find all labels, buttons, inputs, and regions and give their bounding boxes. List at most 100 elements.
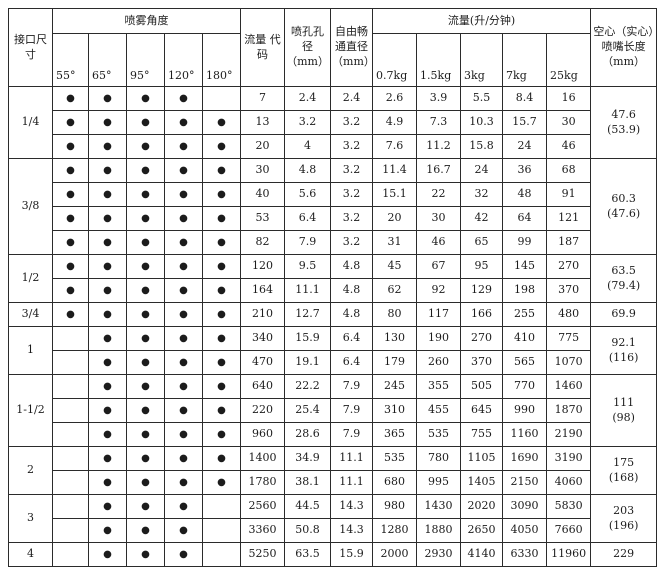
orifice-cell: 6.4	[284, 206, 332, 231]
angle-dot-cell: ●	[126, 350, 165, 375]
code-cell: 120	[240, 254, 286, 279]
flow-cell: 2150	[502, 470, 548, 495]
flow-cell: 565	[502, 350, 548, 375]
angle-dot-cell	[52, 470, 89, 495]
angle-dot-cell: ●	[126, 182, 165, 207]
flow-cell: 42	[460, 206, 504, 231]
orifice-cell: 4.8	[284, 158, 332, 183]
angle-dot-cell: ●	[201, 230, 242, 255]
angle-dot-cell: ●	[88, 518, 127, 543]
angle-dot-cell: ●	[88, 542, 127, 567]
angle-dot-cell: ●	[52, 230, 89, 255]
size-cell: 3	[8, 494, 53, 543]
angle-dot-cell: ●	[201, 302, 242, 327]
flow-cell: 10.3	[460, 110, 504, 135]
flow-cell: 2190	[546, 422, 592, 447]
flow-cell: 20	[372, 206, 418, 231]
flow-cell: 355	[416, 374, 462, 399]
table-header: 接口尺寸 喷雾角度 流量 代码 喷孔孔径（mm） 自由畅通直径（mm） 流量(升…	[8, 8, 658, 87]
table-row: 3 ● ● ● 2560 44.5 14.3 980 1430 2020 3090 5830 203 (…	[8, 494, 658, 543]
free-passage-cell: 3.2	[330, 110, 374, 135]
angle-dot-cell: ●	[52, 110, 89, 135]
orifice-cell: 7.9	[284, 230, 332, 255]
flow-cell: 4050	[502, 518, 548, 543]
angle-dot-cell: ●	[52, 134, 89, 159]
flow-cell: 198	[502, 278, 548, 303]
angle-dot-cell: ●	[126, 446, 165, 471]
flow-cell: 990	[502, 398, 548, 423]
flow-cell: 95	[460, 254, 504, 279]
flow-cell: 245	[372, 374, 418, 399]
length-cell: 63.5 (79.4)	[590, 254, 658, 303]
angle-dot-cell: ●	[201, 326, 242, 351]
angle-dot-cell: ●	[164, 374, 203, 399]
free-passage-cell: 11.1	[330, 470, 374, 495]
angle-dot-cell: ●	[164, 422, 203, 447]
orifice-cell: 38.1	[284, 470, 332, 495]
flow-cell: 92	[416, 278, 462, 303]
angle-dot-cell: ●	[88, 278, 127, 303]
flow-cell: 22	[416, 182, 462, 207]
angle-dot-cell: ●	[126, 278, 165, 303]
pressure-label: 3kg	[460, 33, 504, 87]
flow-cell: 310	[372, 398, 418, 423]
code-cell: 7	[240, 86, 286, 111]
table-row: ● ● ● ● ● 164 11.1 4.8 62 92 129 198 370	[9, 278, 657, 303]
flow-cell: 48	[502, 182, 548, 207]
angle-dot-cell: ●	[88, 374, 127, 399]
code-cell: 340	[240, 326, 286, 351]
orifice-cell: 28.6	[284, 422, 332, 447]
length-cell: 47.6 (53.9)	[590, 86, 658, 159]
angle-dot-cell: ●	[126, 230, 165, 255]
angle-dot-cell: ●	[126, 206, 165, 231]
angle-dot-cell: ●	[201, 470, 242, 495]
flow-cell: 755	[460, 422, 504, 447]
flow-cell: 16	[546, 86, 592, 111]
flow-cell: 480	[546, 302, 592, 327]
angle-dot-cell	[52, 326, 89, 351]
angle-dot-cell: ●	[164, 494, 203, 519]
angle-dot-cell: ●	[201, 422, 242, 447]
angle-dot-cell: ●	[201, 158, 242, 183]
flow-cell: 7660	[546, 518, 592, 543]
angle-dot-cell: ●	[88, 446, 127, 471]
flow-cell: 45	[372, 254, 418, 279]
flow-cell: 15.8	[460, 134, 504, 159]
free-passage-cell: 6.4	[330, 350, 374, 375]
free-passage-cell: 7.9	[330, 398, 374, 423]
angle-dot-cell: ●	[88, 182, 127, 207]
size-cell: 1-1/2	[8, 374, 53, 447]
flow-cell: 270	[546, 254, 592, 279]
code-cell: 20	[240, 134, 286, 159]
code-cell: 1780	[240, 470, 286, 495]
flow-cell: 680	[372, 470, 418, 495]
code-cell: 640	[240, 374, 286, 399]
flow-cell: 535	[372, 446, 418, 471]
flow-cell: 365	[372, 422, 418, 447]
angle-dot-cell: ●	[201, 182, 242, 207]
flow-cell: 15.7	[502, 110, 548, 135]
orifice-cell: 63.5	[284, 542, 332, 567]
flow-cell: 179	[372, 350, 418, 375]
flow-cell: 64	[502, 206, 548, 231]
flow-cell: 7.6	[372, 134, 418, 159]
flow-cell: 46	[416, 230, 462, 255]
flow-cell: 2930	[416, 542, 462, 567]
flow-cell: 24	[502, 134, 548, 159]
angle-label: 55°	[52, 33, 89, 87]
flow-cell: 5.5	[460, 86, 504, 111]
flow-cell: 270	[460, 326, 504, 351]
orifice-cell: 44.5	[284, 494, 332, 519]
angle-dot-cell: ●	[52, 302, 89, 327]
angle-dot-cell	[201, 86, 242, 111]
flow-cell: 31	[372, 230, 418, 255]
table-row: 1/4 ● ● ● ● 7 2.4 2.4 2.6 3.9 5.5 8.4 16 47.6 (53.9)	[8, 86, 658, 159]
flow-cell: 166	[460, 302, 504, 327]
angle-dot-cell: ●	[164, 134, 203, 159]
free-passage-cell: 14.3	[330, 494, 374, 519]
flow-cell: 2650	[460, 518, 504, 543]
angle-dot-cell: ●	[88, 206, 127, 231]
table-row: 3/8 ● ● ● ● ● 30 4.8 3.2 11.4 16.7 24 36 68 60.3 (47.6…	[8, 158, 658, 255]
code-cell: 82	[240, 230, 286, 255]
flow-cell: 5830	[546, 494, 592, 519]
